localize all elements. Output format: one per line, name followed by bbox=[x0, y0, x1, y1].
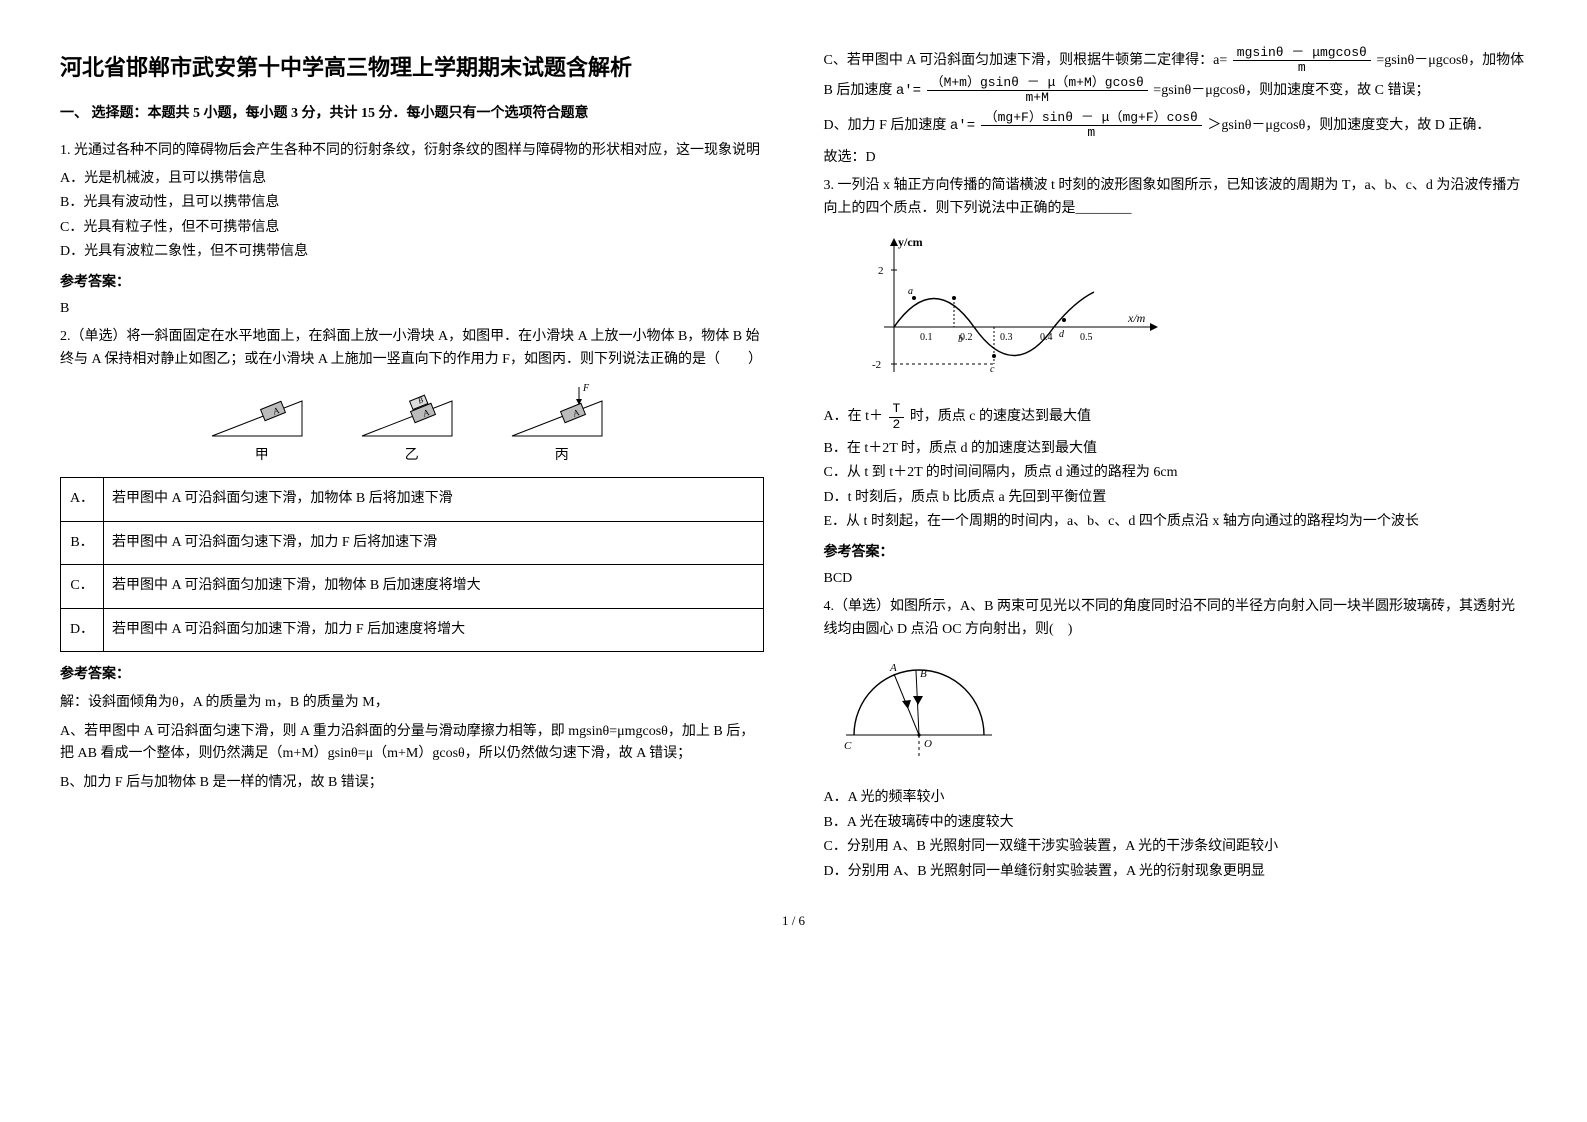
svg-text:d: d bbox=[1059, 329, 1065, 340]
q2-solC-tail: =gsinθ－μgcosθ，则加速度不变，故 C 错误； bbox=[1153, 83, 1429, 98]
q2-sol-c: C、若甲图中 A 可沿斜面匀加速下滑，则根据牛顿第二定律得：a= mgsinθ … bbox=[824, 46, 1528, 105]
q4-stem: 4.（单选）如图所示，A、B 两束可见光以不同的角度同时沿不同的半径方向射入同一… bbox=[824, 596, 1528, 641]
fig-label-bing: 丙 bbox=[555, 448, 569, 463]
table-row: D． 若甲图中 A 可沿斜面匀加速下滑，加力 F 后加速度将增大 bbox=[61, 608, 764, 651]
ray-b-label: B bbox=[920, 668, 927, 680]
q2-row-b-key: B． bbox=[61, 521, 104, 564]
q2-answer-label: 参考答案： bbox=[60, 664, 764, 686]
page-container: 河北省邯郸市武安第十中学高三物理上学期期末试题含解析 一、 选择题：本题共 5 … bbox=[0, 0, 1587, 905]
incline-svg-jia: A bbox=[207, 381, 317, 441]
table-row: C． 若甲图中 A 可沿斜面匀加速下滑，加物体 B 后加速度将增大 bbox=[61, 565, 764, 608]
q2-row-c-key: C． bbox=[61, 565, 104, 608]
frac-den: m bbox=[981, 126, 1202, 140]
svg-text:0.5: 0.5 bbox=[1080, 332, 1093, 343]
q2-solD-aprime: a′= bbox=[950, 118, 975, 134]
q2-fig-bing: A F 丙 bbox=[507, 381, 617, 467]
fraction: T 2 bbox=[889, 402, 905, 432]
left-column: 河北省邯郸市武安第十中学高三物理上学期期末试题含解析 一、 选择题：本题共 5 … bbox=[60, 40, 764, 885]
q1-answer-label: 参考答案： bbox=[60, 272, 764, 294]
x-axis-label: x/m bbox=[1127, 311, 1146, 325]
q3-answer: BCD bbox=[824, 568, 1528, 590]
ray-a-label: A bbox=[889, 662, 897, 674]
fraction: mgsinθ － μmgcosθ m bbox=[1233, 46, 1371, 76]
q4-option-b: B．A 光在玻璃砖中的速度较大 bbox=[824, 812, 1528, 834]
q1-option-b: B．光具有波动性，且可以携带信息 bbox=[60, 192, 764, 214]
q1-option-a: A．光是机械波，且可以携带信息 bbox=[60, 168, 764, 190]
q2-solD-pre: D、加力 F 后加速度 bbox=[824, 118, 947, 133]
svg-text:c: c bbox=[990, 364, 995, 375]
q2-row-a-text: 若甲图中 A 可沿斜面匀速下滑，加物体 B 后将加速下滑 bbox=[104, 478, 764, 521]
page-footer: 1 / 6 bbox=[0, 905, 1587, 952]
q3-answer-label: 参考答案： bbox=[824, 542, 1528, 564]
right-column: C、若甲图中 A 可沿斜面匀加速下滑，则根据牛顿第二定律得：a= mgsinθ … bbox=[824, 40, 1528, 885]
lens-svg: A B O C bbox=[834, 657, 1004, 767]
q4-option-a: A．A 光的频率较小 bbox=[824, 787, 1528, 809]
q3-option-b: B．在 t＋2T 时，质点 d 的加速度达到最大值 bbox=[824, 438, 1528, 460]
q2-row-d-key: D． bbox=[61, 608, 104, 651]
frac-num: （mg+F）sinθ － μ（mg+F）cosθ bbox=[981, 111, 1202, 126]
q2-row-d-text: 若甲图中 A 可沿斜面匀加速下滑，加力 F 后加速度将增大 bbox=[104, 608, 764, 651]
q2-solD-tail: ＞gsinθ－μgcosθ，则加速度变大，故 D 正确． bbox=[1207, 118, 1490, 133]
wave-plot-svg: y/cm x/m 2 -2 0.1 0.2 0.3 0.4 0.5 d a b … bbox=[864, 232, 1164, 382]
svg-text:a: a bbox=[908, 286, 913, 297]
incline-svg-bing: A F bbox=[507, 381, 617, 441]
q3-A-pre: A．在 t＋ bbox=[824, 409, 884, 424]
fig-label-jia: 甲 bbox=[255, 448, 269, 463]
q1-answer: B bbox=[60, 298, 764, 320]
q2-sol-d: D、加力 F 后加速度 a′= （mg+F）sinθ － μ（mg+F）cosθ… bbox=[824, 111, 1528, 141]
fig-label-yi: 乙 bbox=[405, 448, 419, 463]
q2-stem: 2.（单选）将一斜面固定在水平地面上，在斜面上放一小滑块 A，如图甲．在小滑块 … bbox=[60, 326, 764, 371]
svg-text:2: 2 bbox=[878, 265, 884, 277]
svg-text:F: F bbox=[582, 383, 590, 394]
fraction: （mg+F）sinθ － μ（mg+F）cosθ m bbox=[981, 111, 1202, 141]
q3-option-a: A．在 t＋ T 2 时，质点 c 的速度达到最大值 bbox=[824, 402, 1528, 432]
q2-fig-yi: A B 乙 bbox=[357, 381, 467, 467]
q2-solC-pre: C、若甲图中 A 可沿斜面匀加速下滑，则根据牛顿第二定律得：a= bbox=[824, 53, 1228, 68]
frac-num: T bbox=[889, 402, 905, 417]
q2-figure-row: A 甲 A B 乙 A bbox=[60, 381, 764, 467]
q1-stem: 1. 光通过各种不同的障碍物后会产生各种不同的衍射条纹，衍射条纹的图样与障碍物的… bbox=[60, 140, 764, 162]
q3-stem: 3. 一列沿 x 轴正方向传播的简谐横波 t 时刻的波形图象如图所示，已知该波的… bbox=[824, 175, 1528, 220]
frac-num: mgsinθ － μmgcosθ bbox=[1233, 46, 1371, 61]
q3-A-post: 时，质点 c 的速度达到最大值 bbox=[910, 409, 1091, 424]
q4-option-c: C．分别用 A、B 光照射同一双缝干涉实验装置，A 光的干涉条纹间距较小 bbox=[824, 836, 1528, 858]
q2-sol-line3: B、加力 F 后与加物体 B 是一样的情况，故 B 错误； bbox=[60, 772, 764, 794]
q2-sol-line1: 解：设斜面倾角为θ，A 的质量为 m，B 的质量为 M， bbox=[60, 692, 764, 714]
frac-den: 2 bbox=[889, 418, 905, 432]
q1-option-d: D．光具有波粒二象性，但不可携带信息 bbox=[60, 241, 764, 263]
origin-label: O bbox=[924, 738, 932, 750]
svg-text:0.1: 0.1 bbox=[920, 332, 933, 343]
q3-option-d: D．t 时刻后，质点 b 比质点 a 先回到平衡位置 bbox=[824, 487, 1528, 509]
svg-text:-2: -2 bbox=[872, 359, 881, 371]
page-title: 河北省邯郸市武安第十中学高三物理上学期期末试题含解析 bbox=[60, 50, 764, 85]
q3-option-c: C．从 t 到 t＋2T 的时间间隔内，质点 d 通过的路程为 6cm bbox=[824, 462, 1528, 484]
c-label: C bbox=[844, 740, 852, 752]
q1-option-c: C．光具有粒子性，但不可携带信息 bbox=[60, 217, 764, 239]
frac-num: （M+m）gsinθ － μ（m+M）gcosθ bbox=[927, 76, 1148, 91]
q2-final: 故选：D bbox=[824, 147, 1528, 169]
q2-row-c-text: 若甲图中 A 可沿斜面匀加速下滑，加物体 B 后加速度将增大 bbox=[104, 565, 764, 608]
table-row: A． 若甲图中 A 可沿斜面匀速下滑，加物体 B 后将加速下滑 bbox=[61, 478, 764, 521]
frac-den: m+M bbox=[927, 91, 1148, 105]
q2-choice-table: A． 若甲图中 A 可沿斜面匀速下滑，加物体 B 后将加速下滑 B． 若甲图中 … bbox=[60, 477, 764, 652]
y-axis-label: y/cm bbox=[898, 235, 923, 249]
svg-text:0.3: 0.3 bbox=[1000, 332, 1013, 343]
svg-text:b: b bbox=[958, 334, 963, 345]
frac-den: m bbox=[1233, 61, 1371, 75]
q2-solC-aprime: a′= bbox=[896, 83, 921, 99]
q2-sol-line2: A、若甲图中 A 可沿斜面匀速下滑，则 A 重力沿斜面的分量与滑动摩擦力相等，即… bbox=[60, 721, 764, 766]
q2-row-b-text: 若甲图中 A 可沿斜面匀速下滑，加力 F 后将加速下滑 bbox=[104, 521, 764, 564]
q2-fig-jia: A 甲 bbox=[207, 381, 317, 467]
q2-row-a-key: A． bbox=[61, 478, 104, 521]
table-row: B． 若甲图中 A 可沿斜面匀速下滑，加力 F 后将加速下滑 bbox=[61, 521, 764, 564]
section-heading: 一、 选择题：本题共 5 小题，每小题 3 分，共计 15 分．每小题只有一个选… bbox=[60, 103, 764, 125]
q4-option-d: D．分别用 A、B 光照射同一单缝衍射实验装置，A 光的衍射现象更明显 bbox=[824, 861, 1528, 883]
fraction: （M+m）gsinθ － μ（m+M）gcosθ m+M bbox=[927, 76, 1148, 106]
q3-option-e: E．从 t 时刻起，在一个周期的时间内，a、b、c、d 四个质点沿 x 轴方向通… bbox=[824, 511, 1528, 533]
incline-svg-yi: A B bbox=[357, 381, 467, 441]
